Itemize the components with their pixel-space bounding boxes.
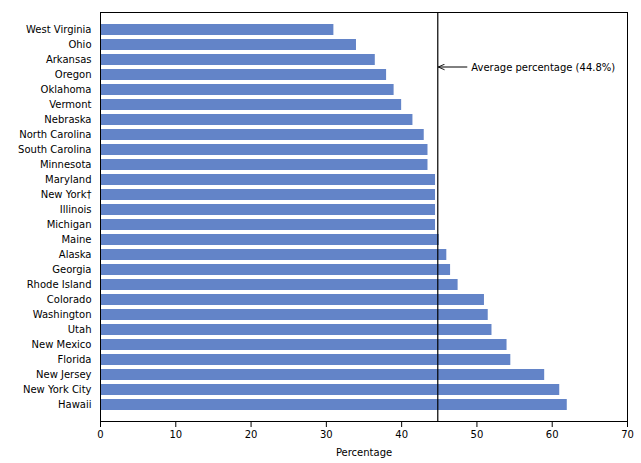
svg-text:Maryland: Maryland [45, 174, 91, 185]
svg-text:New Jersey: New Jersey [36, 369, 92, 380]
svg-text:Washington: Washington [33, 309, 92, 320]
svg-text:North Carolina: North Carolina [19, 129, 91, 140]
svg-text:Oregon: Oregon [55, 69, 92, 80]
svg-text:Michigan: Michigan [47, 219, 92, 230]
svg-text:Minnesota: Minnesota [40, 159, 92, 170]
svg-text:50: 50 [471, 429, 484, 440]
svg-text:Florida: Florida [57, 354, 91, 365]
svg-text:Illinois: Illinois [60, 204, 92, 215]
svg-text:0: 0 [97, 429, 103, 440]
svg-text:30: 30 [320, 429, 333, 440]
svg-text:60: 60 [546, 429, 559, 440]
svg-text:New Mexico: New Mexico [32, 339, 92, 350]
svg-text:Average percentage (44.8%): Average percentage (44.8%) [471, 62, 615, 73]
svg-text:Rhode Island: Rhode Island [27, 279, 92, 290]
svg-text:Percentage: Percentage [336, 447, 392, 458]
svg-text:Arkansas: Arkansas [46, 54, 92, 65]
svg-text:Hawaii: Hawaii [58, 399, 92, 410]
svg-text:10: 10 [169, 429, 182, 440]
svg-text:40: 40 [395, 429, 408, 440]
svg-text:Oklahoma: Oklahoma [41, 84, 92, 95]
svg-text:Vermont: Vermont [49, 99, 91, 110]
svg-text:New York City: New York City [23, 384, 92, 395]
svg-text:Nebraska: Nebraska [44, 114, 91, 125]
svg-text:20: 20 [245, 429, 258, 440]
svg-text:Alaska: Alaska [59, 249, 92, 260]
svg-text:Colorado: Colorado [47, 294, 92, 305]
svg-text:Georgia: Georgia [52, 264, 91, 275]
svg-text:Utah: Utah [68, 324, 92, 335]
svg-text:West Virginia: West Virginia [26, 24, 91, 35]
svg-text:New York†: New York† [41, 189, 92, 200]
svg-text:Maine: Maine [61, 234, 91, 245]
svg-text:70: 70 [621, 429, 634, 440]
svg-text:South Carolina: South Carolina [18, 144, 91, 155]
svg-text:Ohio: Ohio [68, 39, 91, 50]
